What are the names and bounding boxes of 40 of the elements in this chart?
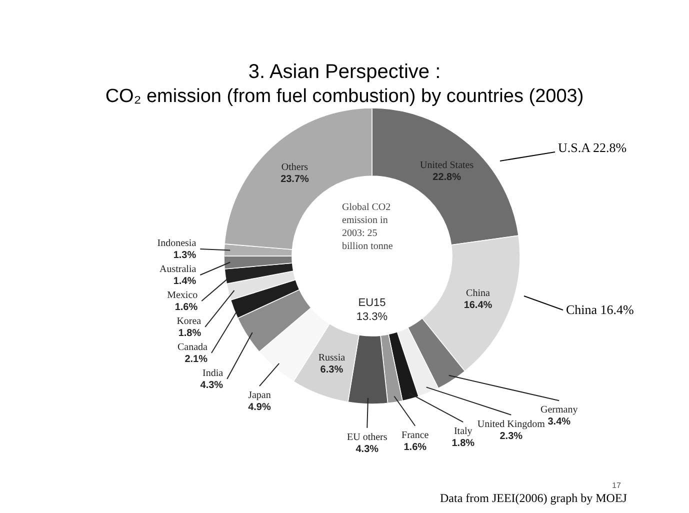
slice-label: EU others: [346, 432, 388, 443]
slice-label: Korea: [176, 316, 202, 327]
slice-label: Canada: [177, 342, 208, 353]
slice-label: Others: [281, 162, 308, 174]
slice-label: United States: [420, 160, 474, 172]
data-label: 3.4%: [548, 416, 571, 428]
text: Data from JEEI(2006) graph by MOEJ: [440, 491, 628, 505]
slice-label: China: [466, 288, 490, 299]
data-label: 6.3%: [320, 364, 344, 376]
data-label: 4.3%: [356, 444, 379, 455]
slice-label: Australia: [160, 264, 197, 275]
slice-label: Italy: [454, 426, 472, 438]
chart-subtitle: CO₂ emission (from fuel combustion) by countries (2003): [105, 86, 584, 107]
slice-label: India: [202, 368, 224, 379]
data-label: 1.6%: [174, 302, 198, 313]
data-label: 23.7%: [280, 174, 310, 186]
text: U.S.A 22.8%: [558, 140, 627, 155]
slice-label: Russia: [318, 352, 346, 364]
chart-title: 3. Asian Perspective :: [248, 61, 441, 83]
data-label: 1.3%: [173, 250, 196, 261]
data-label: 1.8%: [178, 328, 202, 339]
data-label: 16.4%: [464, 300, 492, 311]
data-label: 22.8%: [432, 172, 462, 184]
text: 17: [612, 481, 622, 490]
text: Global CO2 emission in 2003: 25 billion tonne: [342, 202, 394, 252]
text: China 16.4%: [566, 302, 634, 317]
slice-label: United Kingdom: [477, 418, 546, 430]
slice-label: Germany: [540, 404, 578, 416]
data-label: 1.4%: [173, 276, 196, 287]
data-label: 1.8%: [452, 438, 475, 450]
slice-label: Mexico: [167, 290, 198, 301]
slice-label: Indonesia: [157, 238, 197, 249]
text: EU15 13.3%: [356, 297, 388, 323]
data-label: 1.6%: [404, 442, 427, 453]
data-label: 4.9%: [248, 402, 271, 414]
data-label: 2.1%: [184, 354, 208, 365]
data-label: 2.3%: [500, 430, 523, 442]
data-label: 4.3%: [200, 380, 224, 391]
slice-label: France: [402, 430, 430, 441]
slice-label: Japan: [248, 390, 271, 402]
